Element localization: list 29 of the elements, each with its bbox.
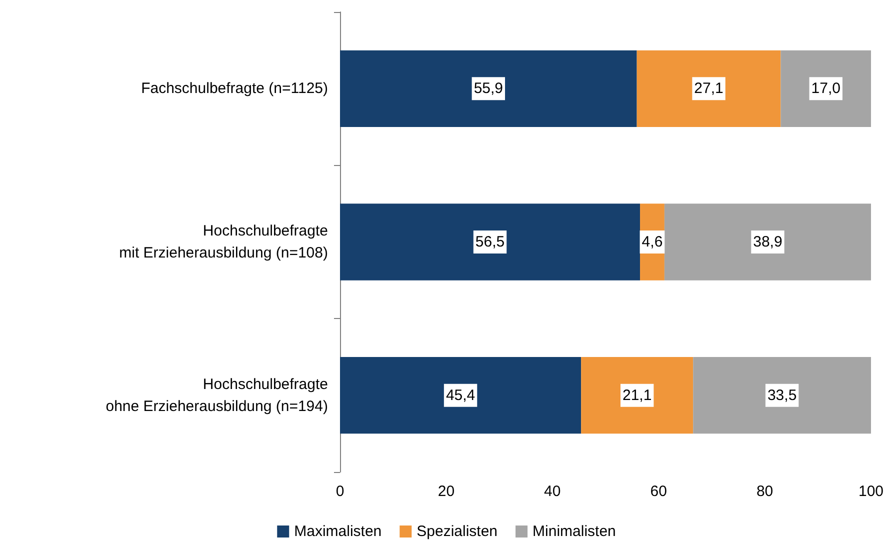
legend-label: Minimalisten <box>532 523 616 540</box>
x-tick-label: 40 <box>544 483 561 500</box>
data-label: 55,9 <box>474 80 504 98</box>
x-tick-label: 0 <box>336 483 344 500</box>
bar <box>636 50 781 127</box>
bar <box>664 204 871 280</box>
data-label: 27,1 <box>694 80 724 98</box>
bar <box>581 357 694 434</box>
data-label: 33,5 <box>767 386 797 404</box>
y-tick-label: Fachschulbefragte (n=1125) <box>141 80 328 98</box>
x-tick-label: 20 <box>438 483 455 500</box>
data-label: 4,6 <box>642 234 663 250</box>
legend-label: Maximalisten <box>294 523 382 540</box>
data-label: 21,1 <box>622 386 652 404</box>
data-label: 38,9 <box>753 234 782 250</box>
y-tick-label: Hochschulbefragte ohne Erzieherausbildung (n=194) <box>106 376 328 415</box>
bar <box>780 50 871 127</box>
bar <box>693 357 871 434</box>
bar <box>340 357 582 434</box>
x-tick-label: 80 <box>756 483 774 500</box>
bar <box>340 204 640 280</box>
data-label: 45,4 <box>446 386 476 404</box>
bar <box>340 50 637 127</box>
x-tick-label: 100 <box>858 483 884 500</box>
y-tick-label: Hochschulbefragte mit Erzieherausbildung (n=108) <box>119 222 328 262</box>
x-tick-label: 60 <box>650 483 667 500</box>
data-label: 17,0 <box>811 80 840 98</box>
data-label: 56,5 <box>475 234 505 250</box>
legend-label: Spezialisten <box>416 523 498 540</box>
